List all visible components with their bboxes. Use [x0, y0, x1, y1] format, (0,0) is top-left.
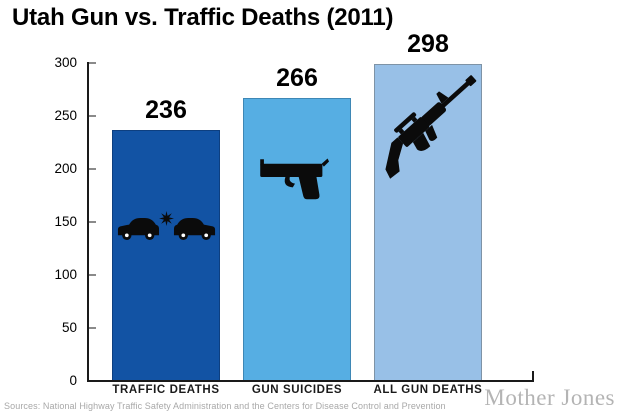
bar-value-label: 266 — [276, 64, 318, 93]
bar-category-label: GUN SUICIDES — [251, 384, 343, 396]
y-axis-tick-label: 300 — [54, 55, 77, 70]
y-axis-tick-label: 0 — [69, 373, 77, 388]
y-axis-tick — [89, 168, 96, 170]
car-crash-icon — [117, 210, 216, 241]
bar-traffic-deaths — [112, 129, 220, 380]
bar-value-label: 298 — [407, 30, 449, 59]
y-axis-tick-label: 100 — [54, 267, 77, 282]
y-axis-tick-label: 250 — [54, 108, 77, 123]
bar-category-label: ALL GUN DEATHS — [373, 384, 483, 396]
y-axis-tick-label: 50 — [61, 320, 77, 335]
y-axis-tick — [89, 327, 96, 329]
y-axis-line — [87, 62, 89, 382]
bar-value-label: 236 — [145, 95, 187, 124]
bar-category-label: TRAFFIC DEATHS — [112, 384, 220, 396]
y-axis-tick — [89, 221, 96, 223]
handgun-icon — [258, 154, 332, 203]
y-axis-tick-label: 150 — [54, 214, 77, 229]
chart-title: Utah Gun vs. Traffic Deaths (2011) — [12, 4, 394, 31]
y-axis-tick — [89, 62, 96, 64]
y-axis-tick — [89, 115, 96, 117]
source-note: Sources: National Highway Traffic Safety… — [4, 401, 446, 411]
x-axis-line — [87, 380, 534, 382]
mother-jones-logo: Mother Jones — [484, 385, 615, 410]
rifle-icon — [374, 68, 480, 179]
y-axis-tick — [89, 274, 96, 276]
x-axis-end-tick — [532, 371, 534, 380]
bar-gun-suicides — [243, 98, 351, 380]
y-axis-tick-label: 200 — [54, 161, 77, 176]
